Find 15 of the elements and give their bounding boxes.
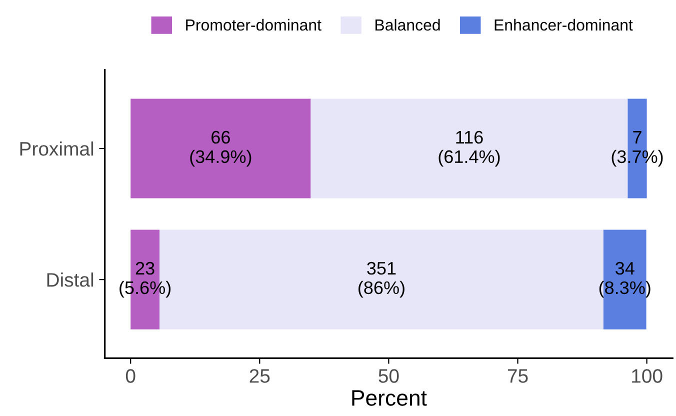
y-tick-label: Proximal: [20, 141, 94, 156]
data-label: 116 (61.4%): [438, 130, 500, 167]
data-label: 351 (86%): [358, 262, 404, 298]
data-label: 66 (34.9%): [190, 130, 252, 167]
y-tick-label: Distal: [47, 272, 94, 287]
x-tick-label: 75: [508, 369, 528, 383]
legend-label: Enhancer-dominant: [494, 18, 633, 31]
x-axis-title: Percent: [352, 390, 427, 406]
legend-label: Promoter-dominant: [186, 18, 322, 31]
x-tick-label: 50: [378, 369, 399, 383]
x-tick-label: 0: [126, 369, 136, 383]
x-tick-label: 100: [632, 369, 662, 383]
bar: [130, 98, 311, 198]
x-tick-label: 25: [250, 369, 270, 383]
legend-label: Balanced: [376, 18, 440, 31]
